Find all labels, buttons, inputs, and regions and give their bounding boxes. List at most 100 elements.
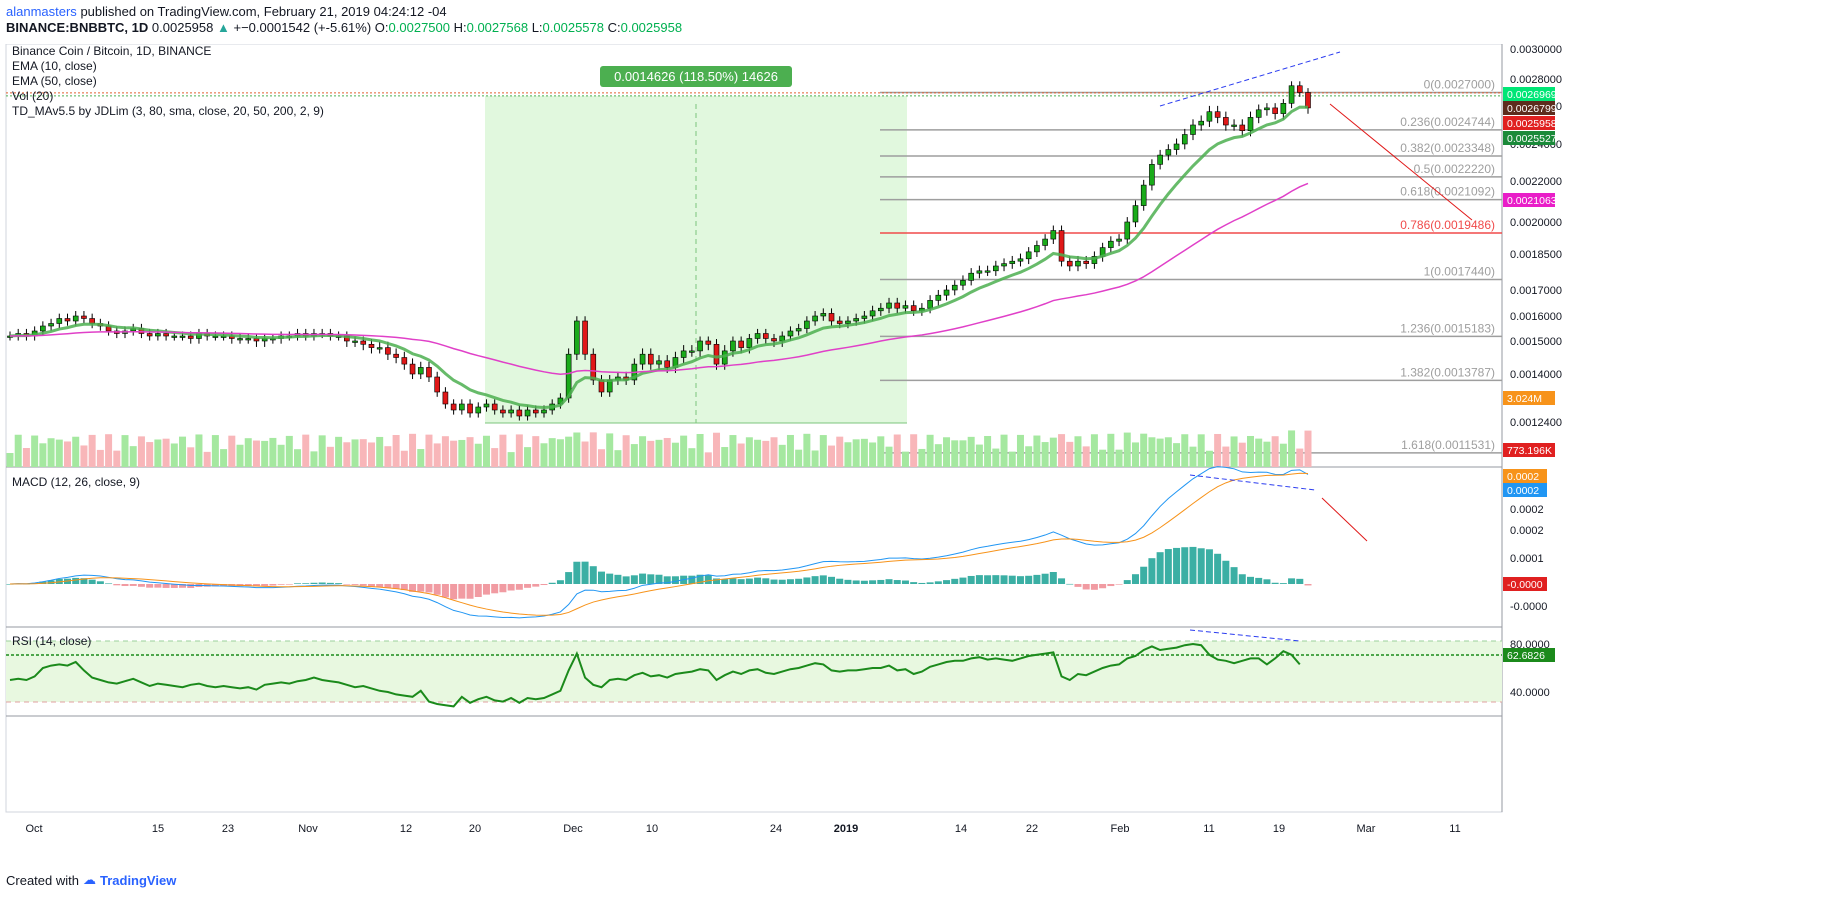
- volume-bar: [474, 443, 482, 467]
- candle-body: [1075, 260, 1081, 267]
- rsi-line: [9, 642, 1301, 708]
- volume-bar: [1197, 434, 1205, 467]
- candle-body: [401, 357, 408, 365]
- macd-hist-bar: [6, 584, 14, 585]
- macd-hist-bar: [1263, 579, 1271, 584]
- macd-hist-bar: [984, 575, 992, 584]
- candle: [1255, 104, 1262, 124]
- candle: [935, 289, 942, 306]
- fib-level-label: 0(0.0027000): [1424, 78, 1495, 92]
- macd-tick-label: -0.0000: [1510, 601, 1547, 613]
- candle-body: [179, 335, 186, 338]
- time-tick-label: 24: [770, 823, 782, 835]
- volume-bar: [1107, 433, 1115, 467]
- macd-tick-label: 0.0002: [1510, 525, 1544, 537]
- ema10-line: [9, 105, 1309, 410]
- candle-body: [491, 403, 498, 411]
- candle-body: [1140, 184, 1147, 206]
- volume-bar: [943, 437, 951, 467]
- candle: [1124, 217, 1131, 244]
- rsi-label-box: [1503, 648, 1555, 662]
- volume-bar: [1288, 430, 1296, 467]
- volume-bar: [836, 436, 844, 467]
- price-label-box: [1503, 87, 1555, 101]
- candle: [417, 361, 424, 380]
- volume-bar: [64, 441, 72, 467]
- candle-body: [787, 330, 794, 337]
- price-tick-label: 0.0020000: [1510, 217, 1562, 229]
- macd-hist-bar: [335, 583, 343, 584]
- volume-bar: [1156, 438, 1164, 467]
- candle: [582, 316, 588, 360]
- candle: [409, 358, 416, 380]
- tradingview-brand[interactable]: TradingView: [99, 872, 177, 888]
- macd-label-text: -0.0000: [1507, 579, 1543, 591]
- volume-bar: [671, 442, 679, 467]
- candle-body: [360, 340, 367, 345]
- macd-hist-bar: [737, 579, 745, 584]
- macd-hist-bar: [285, 584, 293, 585]
- candle-body: [1255, 109, 1262, 118]
- volume-bar: [425, 434, 433, 467]
- volume-bar: [359, 439, 367, 467]
- candle-body: [1149, 164, 1155, 186]
- macd-tick-label: 0.0001: [1510, 553, 1544, 565]
- macd-hist-bar: [696, 574, 704, 584]
- volume-bar: [548, 438, 556, 467]
- price-tick-label: 0.0022000: [1510, 176, 1562, 188]
- candle-body: [1198, 120, 1205, 126]
- macd-hist-bar: [318, 582, 326, 584]
- volume-bar: [302, 434, 310, 467]
- price-tick-label: 0.0015000: [1510, 336, 1562, 348]
- volume-bar: [507, 452, 515, 467]
- macd-hist-bar: [573, 561, 581, 584]
- legend-entry: EMA (50, close): [12, 74, 97, 88]
- chart-canvas[interactable]: 0.0014626 (118.50%) 14626 0(0.0027000) 0.2…: [0, 44, 1828, 866]
- candle: [1181, 128, 1188, 150]
- macd-hist-bar: [1173, 547, 1181, 584]
- macd-hist-bar: [1197, 548, 1205, 584]
- candle-body: [516, 409, 523, 417]
- candle: [1173, 138, 1180, 155]
- macd-hist-bar: [1238, 574, 1246, 584]
- volume-bar: [1148, 437, 1156, 467]
- candle-body: [500, 409, 506, 414]
- candle-body: [1108, 240, 1114, 248]
- candle: [426, 361, 432, 383]
- macd-hist-bar: [647, 574, 655, 584]
- volume-bar: [1115, 449, 1123, 467]
- macd-label-text: 0.0002: [1507, 485, 1539, 497]
- macd-hist-bar: [622, 576, 630, 584]
- volume-bar: [203, 451, 211, 467]
- volume-bar: [573, 432, 581, 467]
- macd-hist-bar: [704, 575, 712, 584]
- volume-bar: [959, 440, 967, 467]
- candle-body: [968, 272, 974, 281]
- volume-bar: [318, 435, 326, 467]
- macd-hist-bar: [1074, 584, 1082, 587]
- macd-hist-bar: [425, 584, 433, 593]
- macd-hist-bar: [532, 584, 540, 587]
- candle-body: [434, 376, 440, 393]
- candle-body: [746, 338, 753, 348]
- candle-body: [1025, 251, 1032, 260]
- fib-level-label: 0.786(0.0019486): [1400, 218, 1495, 232]
- candle: [1149, 159, 1155, 191]
- low-value: 0.0025578: [542, 20, 604, 35]
- macd-hist-bar: [244, 584, 252, 587]
- volume-bar: [252, 440, 260, 467]
- candle: [459, 399, 465, 415]
- macd-hist-bar: [663, 576, 671, 584]
- publisher-link[interactable]: alanmasters: [6, 4, 77, 19]
- volume-bar: [499, 434, 507, 467]
- fib-level-label: 0.5(0.0022220): [1414, 162, 1495, 176]
- macd-hist-bar: [918, 582, 926, 584]
- volume-bar: [515, 434, 523, 467]
- volume-bar: [137, 436, 145, 467]
- volume-bar: [893, 434, 901, 467]
- volume-bar: [22, 448, 30, 467]
- volume-bar: [1090, 434, 1098, 467]
- ema50-line: [9, 182, 1309, 375]
- volume-bar: [187, 447, 195, 467]
- volume-bar: [294, 449, 302, 467]
